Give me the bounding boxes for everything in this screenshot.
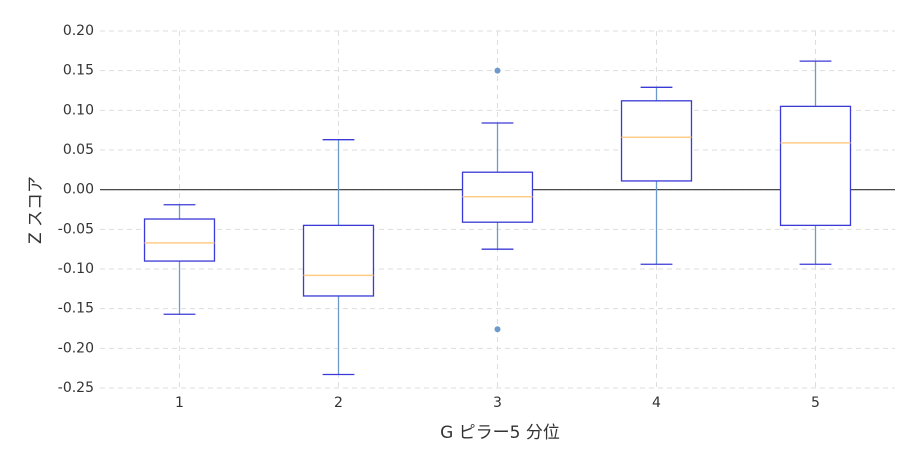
y-tick-label: -0.20 [58, 340, 94, 356]
box [302, 224, 375, 297]
x-tick-label: 1 [175, 395, 184, 411]
x-tick-label: 5 [811, 395, 820, 411]
flier [494, 67, 501, 74]
y-axis-label: Z スコア [26, 176, 46, 244]
flier [494, 326, 501, 333]
y-tick-label: -0.05 [58, 221, 94, 237]
x-tick-label: 4 [652, 395, 661, 411]
y-tick-label: -0.10 [58, 261, 94, 277]
box [779, 105, 852, 227]
y-tick-label: 0.20 [63, 23, 94, 39]
y-tick-label: -0.25 [58, 380, 94, 396]
y-tick-label: -0.15 [58, 301, 94, 317]
x-axis-label: G ピラー5 分位 [440, 423, 560, 443]
box [143, 218, 216, 262]
y-tick-label: 0.10 [63, 102, 94, 118]
x-tick-label: 2 [334, 395, 343, 411]
y-tick-label: 0.00 [63, 182, 94, 198]
y-tick-label: 0.05 [63, 142, 94, 158]
y-tick-label: 0.15 [63, 63, 94, 79]
x-tick-label: 3 [493, 395, 502, 411]
box [620, 100, 693, 182]
